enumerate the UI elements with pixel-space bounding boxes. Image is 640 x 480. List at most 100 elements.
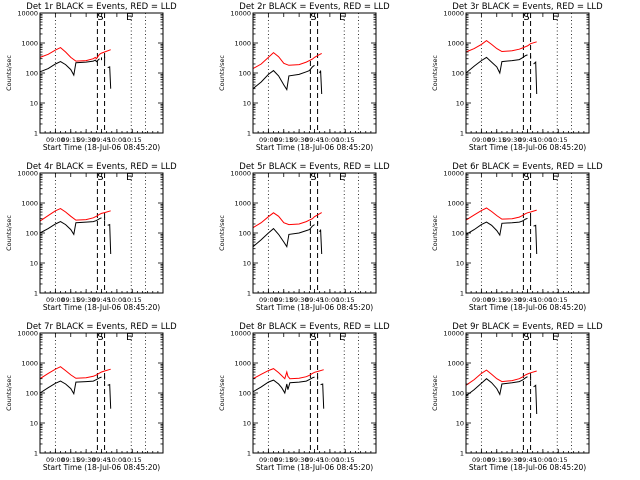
marker-s: S (310, 12, 316, 23)
x-axis-label: Start Time (18-Jul-06 08:45:20) (43, 143, 160, 152)
y-tick-label: 1 (460, 290, 464, 298)
x-tick-label: 10:15 (123, 296, 142, 304)
x-tick-label: 09:00 (472, 456, 491, 464)
marker-s: S (523, 332, 529, 343)
x-tick-label: 09:30 (290, 296, 309, 304)
y-tick-label: 10000 (443, 10, 464, 18)
x-axis-label: Start Time (18-Jul-06 08:45:20) (469, 463, 586, 472)
y-tick-label: 100 (239, 230, 251, 238)
y-tick-label: 1 (34, 130, 38, 138)
panel-title: Det 9r BLACK = Events, RED = LLD (452, 322, 603, 332)
series-line-events (319, 70, 323, 95)
x-axis-label: Start Time (18-Jul-06 08:45:20) (256, 143, 373, 152)
y-tick-label: 100 (239, 70, 251, 78)
x-tick-label: 09:15 (61, 296, 80, 304)
y-tick-label: 10 (456, 420, 464, 428)
marker-s: S (310, 332, 316, 343)
y-tick-label: 1 (247, 290, 251, 298)
marker-e: E (339, 172, 345, 183)
y-tick-label: 100 (452, 230, 464, 238)
y-tick-label: 10000 (443, 170, 464, 178)
y-tick-label: 100 (239, 390, 251, 398)
x-axis-label: Start Time (18-Jul-06 08:45:20) (43, 303, 160, 312)
x-tick-label: 09:30 (503, 456, 522, 464)
marker-s: S (523, 12, 529, 23)
x-tick-label: 09:45 (92, 456, 111, 464)
x-tick-label: 10:15 (549, 296, 568, 304)
x-tick-label: 09:15 (61, 136, 80, 144)
x-tick-label: 10:15 (123, 136, 142, 144)
marker-s: S (523, 172, 529, 183)
series-line-events (533, 224, 538, 255)
y-tick-label: 10 (30, 100, 38, 108)
x-tick-label: 09:30 (77, 456, 96, 464)
y-tick-label: 10000 (230, 170, 251, 178)
y-tick-label: 1000 (234, 200, 251, 208)
series-line-lld (465, 369, 537, 386)
marker-e: E (552, 332, 558, 343)
panel-title: Det 6r BLACK = Events, RED = LLD (452, 162, 603, 172)
x-axis-label: Start Time (18-Jul-06 08:45:20) (256, 303, 373, 312)
y-tick-label: 100 (26, 230, 38, 238)
panel-title: Det 4r BLACK = Events, RED = LLD (26, 162, 177, 172)
series-line-events (252, 224, 315, 249)
marker-e: E (126, 12, 132, 23)
marker-e: E (126, 332, 132, 343)
y-axis-label: Counts/sec (5, 375, 13, 411)
y-tick-label: 1000 (21, 360, 38, 368)
x-tick-label: 10:15 (336, 136, 355, 144)
series-line-events (107, 383, 112, 409)
y-tick-label: 10 (243, 260, 251, 268)
y-tick-label: 1 (460, 450, 464, 458)
series-line-events (39, 58, 100, 77)
x-tick-label: 10:15 (549, 136, 568, 144)
y-axis-label: Counts/sec (431, 375, 439, 411)
x-tick-label: 09:30 (290, 136, 309, 144)
y-axis-label: Counts/sec (218, 375, 226, 411)
series-line-lld (252, 51, 322, 70)
x-tick-label: 09:45 (305, 296, 324, 304)
panel-title: Det 1r BLACK = Events, RED = LLD (26, 2, 177, 12)
x-tick-label: 09:45 (92, 136, 111, 144)
x-tick-label: 09:45 (305, 136, 324, 144)
series-line-lld (252, 368, 324, 380)
y-axis-label: Counts/sec (218, 215, 226, 251)
y-tick-label: 1 (34, 450, 38, 458)
y-tick-label: 1000 (21, 40, 38, 48)
panel-title: Det 7r BLACK = Events, RED = LLD (26, 322, 177, 332)
x-tick-label: 09:15 (61, 456, 80, 464)
x-tick-label: 09:15 (487, 136, 506, 144)
x-tick-label: 09:45 (92, 296, 111, 304)
y-tick-label: 1 (247, 130, 251, 138)
y-tick-label: 1000 (447, 360, 464, 368)
series-line-events (320, 383, 325, 409)
marker-s: S (97, 172, 103, 183)
y-tick-label: 10000 (17, 330, 38, 338)
x-tick-label: 10:00 (108, 296, 127, 304)
x-tick-label: 10:00 (534, 456, 553, 464)
y-tick-label: 10 (30, 260, 38, 268)
panel-title: Det 8r BLACK = Events, RED = LLD (239, 322, 390, 332)
x-tick-label: 09:00 (472, 136, 491, 144)
panel-title: Det 2r BLACK = Events, RED = LLD (239, 2, 390, 12)
y-tick-label: 10 (30, 420, 38, 428)
y-tick-label: 10000 (443, 330, 464, 338)
x-tick-label: 09:45 (518, 456, 537, 464)
x-tick-label: 09:30 (77, 296, 96, 304)
x-tick-label: 10:00 (321, 296, 340, 304)
x-tick-label: 09:30 (503, 136, 522, 144)
series-line-events (39, 217, 102, 236)
y-axis-label: Counts/sec (431, 215, 439, 251)
x-tick-label: 09:30 (77, 136, 96, 144)
x-axis-label: Start Time (18-Jul-06 08:45:20) (256, 463, 373, 472)
x-tick-label: 09:45 (305, 456, 324, 464)
y-tick-label: 10 (243, 100, 251, 108)
x-axis-label: Start Time (18-Jul-06 08:45:20) (469, 143, 586, 152)
series-line-events (107, 223, 112, 255)
marker-e: E (552, 172, 558, 183)
